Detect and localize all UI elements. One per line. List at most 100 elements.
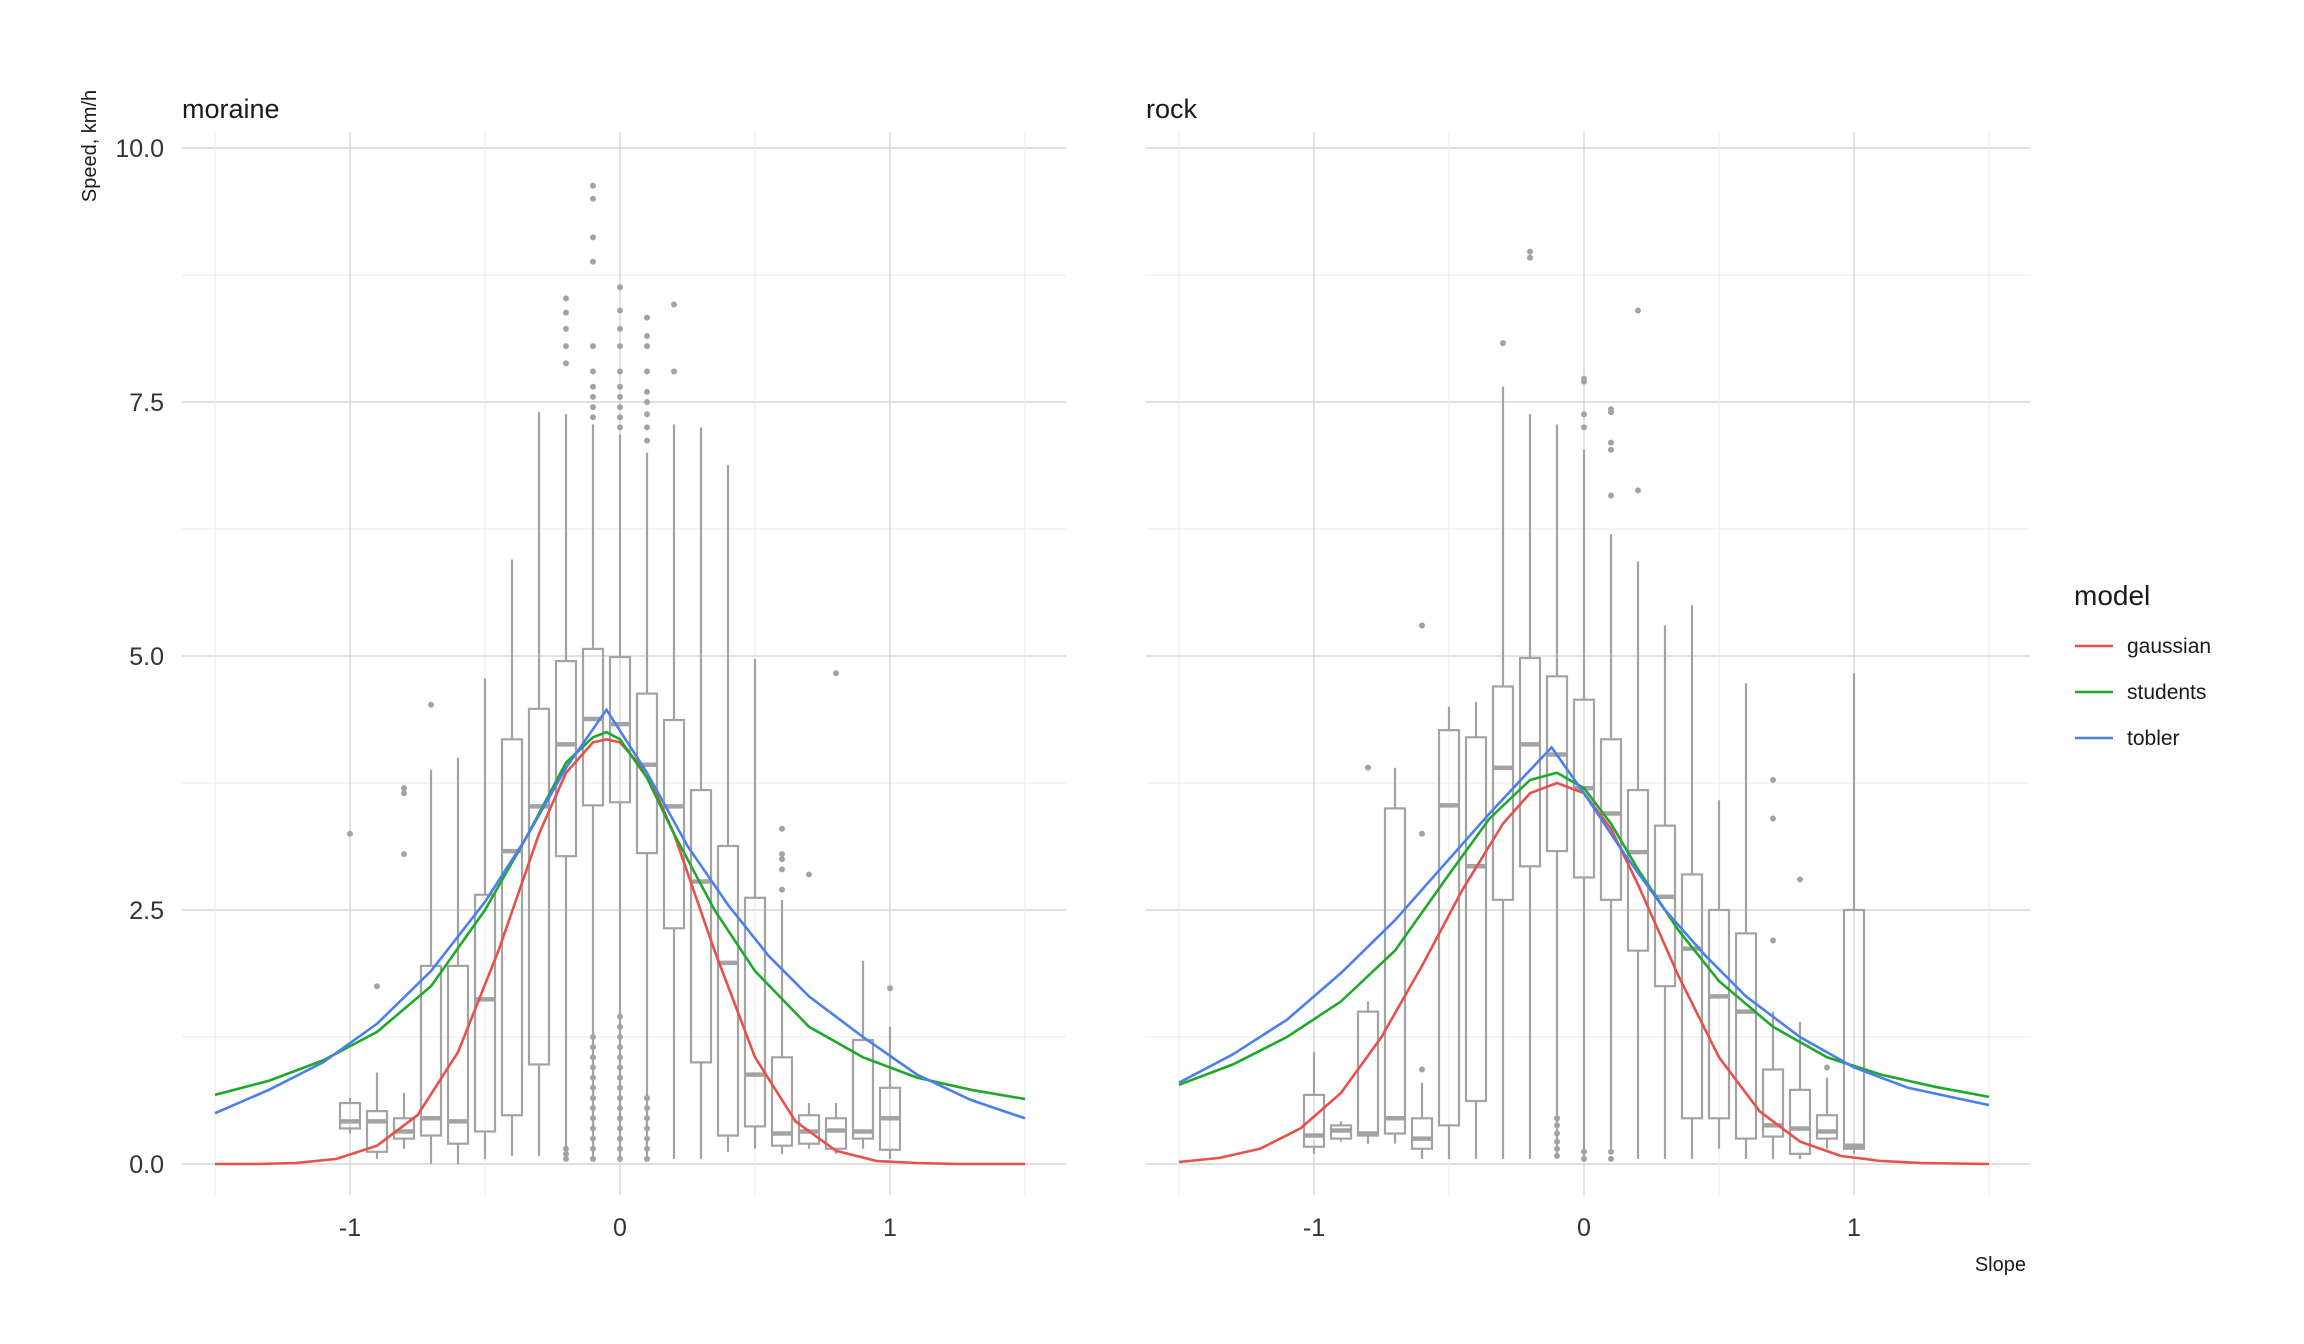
outlier-point bbox=[617, 1135, 623, 1142]
outlier-point bbox=[1581, 375, 1587, 382]
box-group bbox=[851, 960, 875, 1149]
outlier-point bbox=[1824, 1064, 1830, 1071]
outlier-point bbox=[590, 414, 596, 421]
outlier-point bbox=[590, 234, 596, 241]
outlier-point bbox=[563, 360, 569, 367]
legend-label-gaussian: gaussian bbox=[2127, 635, 2211, 658]
box-group bbox=[716, 464, 740, 1152]
box-group bbox=[1437, 706, 1461, 1159]
box-group bbox=[1734, 683, 1758, 1159]
outlier-point bbox=[617, 1145, 623, 1152]
outlier-point bbox=[590, 1125, 596, 1132]
box bbox=[824, 1117, 848, 1150]
panel-moraine: moraine-1 0 10.02.55.07.510.0 bbox=[115, 94, 1066, 1242]
outlier-point bbox=[617, 424, 623, 431]
outlier-point bbox=[1608, 406, 1614, 413]
outlier-point bbox=[833, 670, 839, 677]
box bbox=[635, 692, 659, 855]
curve-students bbox=[1178, 771, 1990, 1099]
outlier-point bbox=[671, 301, 677, 308]
outlier-point bbox=[644, 1105, 650, 1112]
legend: model gaussian students tobler bbox=[2074, 580, 2211, 750]
outlier-point bbox=[617, 404, 623, 411]
outlier-point bbox=[617, 1023, 623, 1030]
outlier-point bbox=[1500, 340, 1506, 347]
curve-tobler bbox=[1178, 745, 1990, 1107]
y-tick-label: 5.0 bbox=[129, 643, 164, 671]
box-group bbox=[1383, 767, 1407, 1144]
outlier-point bbox=[563, 309, 569, 316]
outlier-point bbox=[617, 368, 623, 375]
box bbox=[581, 647, 605, 807]
outlier-point bbox=[1770, 776, 1776, 783]
outlier-point bbox=[1608, 446, 1614, 453]
curve-gaussian bbox=[215, 737, 1025, 1166]
outlier-point bbox=[401, 785, 407, 792]
outlier-point bbox=[563, 295, 569, 302]
outlier-point bbox=[374, 983, 380, 990]
box bbox=[365, 1110, 389, 1153]
box bbox=[1410, 1117, 1434, 1150]
y-axis-title: Speed, km/h bbox=[79, 90, 101, 202]
outlier-point bbox=[590, 1054, 596, 1061]
outlier-point bbox=[644, 1125, 650, 1132]
outlier-point bbox=[1608, 439, 1614, 446]
box bbox=[1653, 824, 1677, 988]
outlier-point bbox=[779, 866, 785, 873]
outlier-point bbox=[1419, 622, 1425, 629]
outlier-point bbox=[1554, 1122, 1560, 1129]
outlier-point bbox=[590, 1145, 596, 1152]
box bbox=[473, 893, 497, 1133]
box-group bbox=[392, 785, 416, 1149]
outlier-point bbox=[1554, 1115, 1560, 1122]
outlier-point bbox=[617, 393, 623, 400]
outlier-point bbox=[590, 368, 596, 375]
outlier-point bbox=[1797, 876, 1803, 883]
box-group bbox=[581, 182, 605, 1162]
box bbox=[1707, 908, 1731, 1120]
outlier-point bbox=[1554, 1145, 1560, 1152]
curve-gaussian bbox=[1178, 781, 1990, 1166]
outlier-point bbox=[1554, 1152, 1560, 1159]
box-group bbox=[1626, 307, 1650, 1159]
outlier-point bbox=[617, 307, 623, 314]
outlier-point bbox=[644, 1094, 650, 1101]
outlier-point bbox=[644, 1145, 650, 1152]
outlier-point bbox=[428, 701, 434, 708]
outlier-point bbox=[644, 1135, 650, 1142]
box-group bbox=[365, 983, 389, 1159]
x-tick-label: 0 bbox=[613, 1214, 627, 1242]
outlier-point bbox=[590, 1105, 596, 1112]
legend-label-tobler: tobler bbox=[2127, 727, 2180, 750]
outlier-point bbox=[644, 332, 650, 339]
box-group bbox=[1761, 776, 1785, 1159]
box-group bbox=[878, 985, 902, 1159]
box bbox=[1761, 1068, 1785, 1138]
legend-entries: gaussian students tobler bbox=[2075, 635, 2211, 750]
model-curves bbox=[214, 707, 1026, 1166]
x-axis-title: Slope bbox=[1975, 1254, 2026, 1276]
outlier-point bbox=[590, 1155, 596, 1162]
outlier-point bbox=[590, 1135, 596, 1142]
box bbox=[1788, 1088, 1812, 1155]
outlier-point bbox=[590, 195, 596, 202]
x-tick-label: -1 bbox=[1303, 1214, 1325, 1242]
outlier-point bbox=[1554, 1138, 1560, 1145]
outlier-point bbox=[1554, 1130, 1560, 1137]
boxes bbox=[1302, 248, 1866, 1162]
outlier-point bbox=[1608, 492, 1614, 499]
outlier-point bbox=[1527, 254, 1533, 261]
outlier-point bbox=[1365, 764, 1371, 771]
box bbox=[716, 844, 740, 1137]
y-tick-label: 2.5 bbox=[129, 897, 164, 925]
box-group bbox=[527, 412, 551, 1156]
outlier-point bbox=[617, 383, 623, 390]
box bbox=[1680, 873, 1704, 1120]
outlier-point bbox=[401, 790, 407, 797]
y-tick-label: 0.0 bbox=[129, 1151, 164, 1179]
box bbox=[1626, 789, 1650, 952]
box-group bbox=[635, 314, 659, 1162]
box bbox=[1302, 1093, 1326, 1148]
outlier-point bbox=[563, 1150, 569, 1157]
